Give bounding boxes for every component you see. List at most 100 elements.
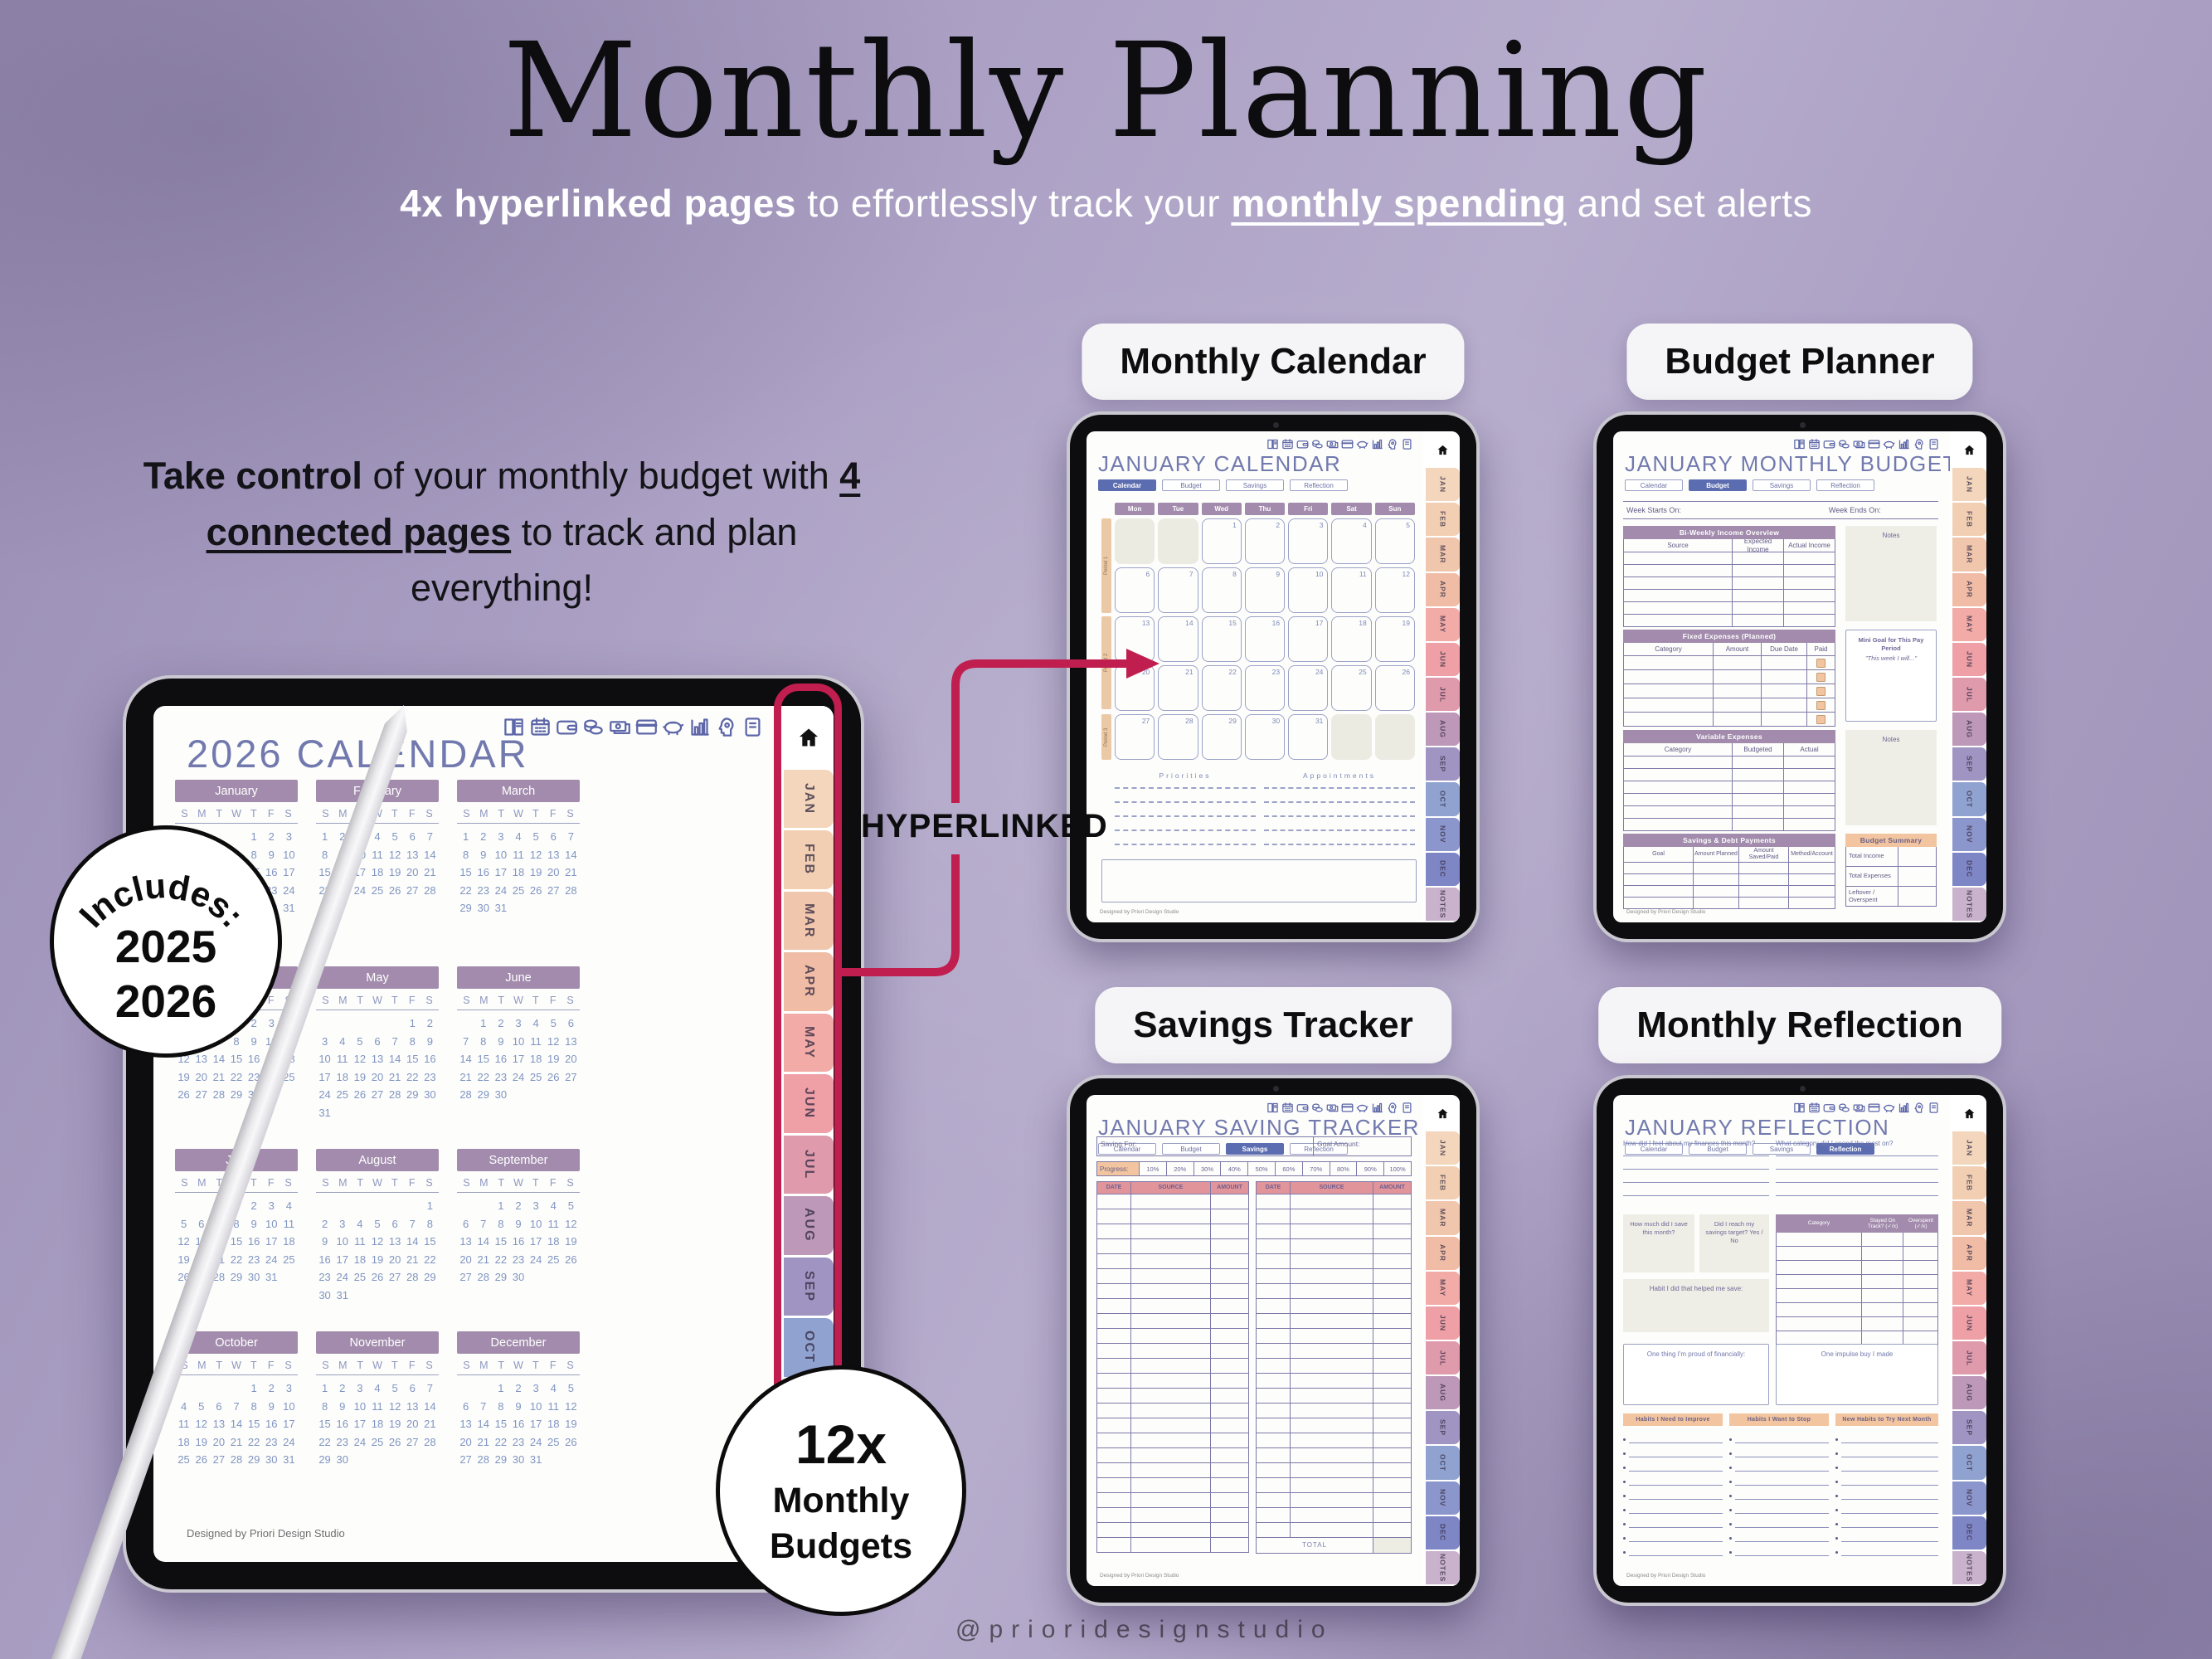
side-tab-mar[interactable]: MAR (1426, 538, 1460, 572)
table-cell[interactable] (1861, 1303, 1903, 1316)
table-cell[interactable] (1290, 1314, 1373, 1328)
day-number[interactable]: 10 (265, 1217, 278, 1230)
day-cell[interactable]: 28 (1158, 714, 1198, 760)
table-cell[interactable] (1210, 1224, 1248, 1238)
table-cell[interactable] (1373, 1389, 1411, 1403)
day-number[interactable]: 31 (529, 1453, 542, 1466)
day-number[interactable]: 28 (388, 1088, 401, 1101)
side-tab-jan[interactable]: JAN (1952, 1131, 1986, 1165)
day-number[interactable]: 29 (494, 1271, 508, 1283)
day-number[interactable]: 24 (529, 1435, 542, 1448)
table-cell[interactable] (1097, 1463, 1130, 1477)
day-number[interactable]: 6 (391, 1217, 398, 1230)
appointments-line[interactable] (1264, 843, 1415, 845)
day-number[interactable]: 7 (233, 1399, 240, 1413)
table-cell[interactable] (1290, 1433, 1373, 1447)
table-cell[interactable] (1210, 1254, 1248, 1268)
table-cell[interactable] (1624, 757, 1732, 768)
table-cell[interactable] (1290, 1239, 1373, 1253)
table-cell[interactable] (1097, 1448, 1130, 1462)
side-tab-apr[interactable]: APR (1426, 1236, 1460, 1270)
day-number[interactable]: 29 (424, 1271, 436, 1283)
day-number[interactable]: 9 (498, 1034, 504, 1048)
paid-checkbox[interactable] (1816, 672, 1826, 682)
day-number[interactable]: 4 (285, 1199, 293, 1212)
table-cell[interactable] (1783, 781, 1835, 793)
day-number[interactable]: 19 (547, 1053, 560, 1065)
day-number[interactable]: 14 (565, 848, 577, 861)
side-tab-oct[interactable]: OCT (1426, 782, 1460, 816)
day-number[interactable]: 11 (354, 1235, 366, 1248)
notes-icon[interactable] (1928, 438, 1940, 450)
day-number[interactable]: 8 (321, 848, 328, 861)
day-number[interactable]: 7 (480, 1399, 487, 1413)
wallet-icon[interactable] (1823, 438, 1835, 450)
day-number[interactable]: 14 (212, 1053, 226, 1065)
table-cell[interactable] (1290, 1329, 1373, 1343)
home-tab[interactable] (1952, 433, 1986, 467)
day-number[interactable]: 15 (406, 1053, 419, 1065)
day-number[interactable]: 14 (459, 1053, 472, 1065)
day-number[interactable]: 3 (285, 830, 293, 843)
day-number[interactable]: 2 (321, 1217, 328, 1230)
table-cell[interactable] (1777, 1247, 1861, 1260)
day-cell[interactable]: 24 (1288, 665, 1329, 711)
day-number[interactable]: 16 (247, 1053, 260, 1065)
day-number[interactable]: 13 (388, 1235, 401, 1248)
day-number[interactable]: 28 (406, 1271, 419, 1283)
progress-step[interactable]: 70% (1301, 1162, 1330, 1175)
day-number[interactable]: 20 (388, 1253, 401, 1266)
day-number[interactable]: 13 (406, 1399, 419, 1413)
day-number[interactable]: 18 (547, 1235, 560, 1248)
day-number[interactable]: 12 (529, 848, 542, 861)
table-cell[interactable] (1777, 1317, 1861, 1331)
table-cell[interactable] (1130, 1299, 1210, 1313)
priorities-line[interactable] (1115, 800, 1256, 803)
table-cell[interactable] (1290, 1493, 1373, 1507)
day-cell[interactable]: 23 (1244, 665, 1286, 711)
table-cell[interactable] (1861, 1331, 1903, 1345)
day-number[interactable]: 24 (336, 1271, 348, 1283)
day-number[interactable]: 27 (195, 1088, 207, 1101)
day-number[interactable]: 3 (532, 1199, 539, 1212)
cash-icon[interactable] (1326, 438, 1339, 450)
side-tab-feb[interactable]: FEB (784, 830, 834, 889)
table-cell[interactable] (1097, 1284, 1130, 1298)
table-cell[interactable] (1130, 1209, 1210, 1224)
habit-line[interactable] (1729, 1457, 1829, 1472)
mindset-icon[interactable] (715, 716, 737, 738)
table-cell[interactable] (1624, 713, 1713, 726)
answer-line[interactable] (1623, 1168, 1769, 1170)
day-number[interactable]: 7 (391, 1034, 398, 1048)
cash-icon[interactable] (1326, 1102, 1339, 1114)
day-number[interactable]: 16 (336, 1418, 348, 1430)
day-number[interactable]: 22 (247, 1435, 260, 1448)
side-tab-may[interactable]: MAY (784, 1013, 834, 1072)
proud-box[interactable]: One thing I'm proud of financially: (1623, 1344, 1769, 1405)
table-cell[interactable] (1130, 1448, 1210, 1462)
day-number[interactable]: 28 (459, 1088, 472, 1101)
day-number[interactable]: 9 (250, 1217, 257, 1230)
table-cell[interactable] (1373, 1523, 1411, 1537)
page-tab-calendar[interactable]: Calendar (1098, 479, 1156, 491)
table-cell[interactable] (1783, 615, 1835, 626)
day-number[interactable]: 16 (424, 1053, 436, 1065)
day-number[interactable]: 6 (462, 1399, 469, 1413)
table-cell[interactable] (1290, 1254, 1373, 1268)
day-number[interactable]: 21 (212, 1070, 226, 1083)
day-number[interactable]: 30 (336, 1453, 348, 1466)
side-tab-sep[interactable]: SEP (1426, 747, 1460, 781)
chart-icon[interactable] (1371, 438, 1383, 450)
side-tab-oct[interactable]: OCT (1426, 1446, 1460, 1480)
notes-box[interactable] (1101, 859, 1417, 902)
table-cell[interactable] (1257, 1493, 1290, 1507)
day-number[interactable]: 12 (371, 1235, 384, 1248)
day-cell[interactable]: 11 (1331, 567, 1372, 613)
habit-helped-box[interactable]: Habit I did that helped me save: (1623, 1279, 1769, 1332)
day-cell[interactable]: 1 (1201, 518, 1242, 564)
side-tab-jan[interactable]: JAN (784, 769, 834, 828)
table-cell[interactable] (1097, 1314, 1130, 1328)
side-tab-aug[interactable]: AUG (784, 1196, 834, 1255)
book-icon[interactable] (1793, 438, 1806, 450)
side-tab-jul[interactable]: JUL (1952, 677, 1986, 712)
